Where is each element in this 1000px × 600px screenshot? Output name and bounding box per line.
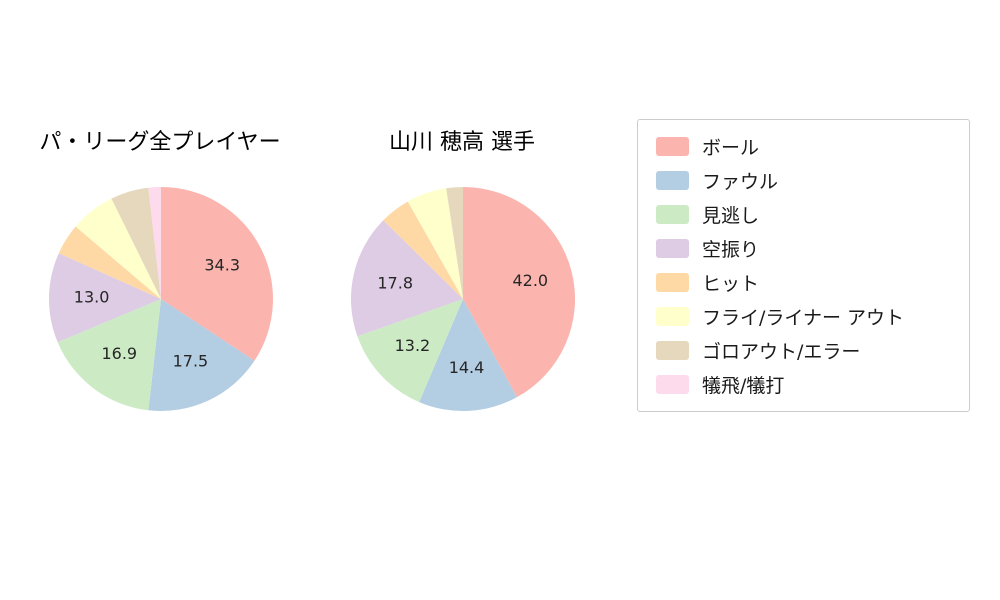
pie-slice-called-strike bbox=[357, 299, 463, 403]
legend-label-groundout-error: ゴロアウト/エラー bbox=[702, 341, 861, 363]
legend-swatch-hit bbox=[656, 273, 689, 292]
legend-label-hit: ヒット bbox=[702, 273, 760, 295]
pie-slice-value-called-strike: 13.2 bbox=[395, 336, 431, 355]
legend-swatch-foul bbox=[656, 171, 689, 190]
pie-slice-groundout-error bbox=[446, 187, 463, 299]
legend-label-swinging-strike: 空振り bbox=[702, 239, 760, 261]
pie-slice-value-swinging-strike: 17.8 bbox=[377, 273, 413, 292]
pie-chart-pa-league-players: 34.3 17.5 16.9 13.0 bbox=[48, 187, 274, 411]
legend-label-foul: ファウル bbox=[702, 171, 779, 193]
pie-slice-called-strike bbox=[57, 299, 161, 411]
pie-slice-value-ball: 34.3 bbox=[204, 256, 240, 275]
pie-slice-swinging-strike bbox=[351, 220, 463, 337]
legend-swatch-swinging-strike bbox=[656, 239, 689, 258]
pie-slice-value-swinging-strike: 13.0 bbox=[74, 288, 110, 307]
legend-item-foul: ファウル bbox=[656, 167, 951, 194]
legend-swatch-sacrifice bbox=[656, 375, 689, 394]
legend-item-sacrifice: 犠飛/犠打 bbox=[656, 371, 951, 398]
pie-chart-yamakawa-hotaka: 42.0 14.4 13.2 17.8 bbox=[351, 187, 576, 412]
pie-slice-value-called-strike: 16.9 bbox=[101, 344, 137, 363]
legend-label-called-strike: 見逃し bbox=[702, 205, 760, 227]
pie-slice-fly-liner-out bbox=[407, 188, 463, 299]
legend-item-hit: ヒット bbox=[656, 269, 951, 296]
legend: ボールファウル見逃し空振りヒットフライ/ライナー アウト ゴロアウト/エラー 犠飛/… bbox=[637, 119, 970, 412]
pie-slice-swinging-strike bbox=[48, 253, 161, 343]
pie-slice-groundout-error bbox=[111, 187, 161, 299]
pie-slice-hit bbox=[383, 201, 463, 299]
legend-item-groundout-error: ゴロアウト/エラー bbox=[656, 337, 951, 364]
legend-swatch-fly-liner-out bbox=[656, 307, 689, 326]
pie-title-pa-league-players: パ・リーグ全プレイヤー bbox=[39, 130, 281, 155]
legend-swatch-ball bbox=[656, 137, 689, 156]
pie-slice-hit bbox=[58, 226, 161, 299]
pie-slice-value-foul: 14.4 bbox=[449, 358, 485, 377]
pie-slice-fly-liner-out bbox=[75, 198, 161, 299]
legend-item-swinging-strike: 空振り bbox=[656, 235, 951, 262]
pie-slice-foul bbox=[148, 299, 255, 411]
legend-label-ball: ボール bbox=[702, 137, 760, 159]
pie-slice-value-ball: 42.0 bbox=[512, 271, 548, 290]
pie-title-yamakawa-hotaka: 山川 穂高 選手 bbox=[389, 130, 535, 155]
pie-slice-ball bbox=[161, 187, 274, 361]
legend-swatch-called-strike bbox=[656, 205, 689, 224]
legend-item-called-strike: 見逃し bbox=[656, 201, 951, 228]
legend-item-fly-liner-out: フライ/ライナー アウト bbox=[656, 303, 951, 330]
pie-slice-value-foul: 17.5 bbox=[173, 351, 209, 370]
pie-slice-foul bbox=[419, 299, 517, 412]
legend-swatch-groundout-error bbox=[656, 341, 689, 360]
legend-label-fly-liner-out: フライ/ライナー アウト bbox=[702, 307, 905, 329]
legend-label-sacrifice: 犠飛/犠打 bbox=[702, 375, 785, 397]
legend-item-ball: ボール bbox=[656, 133, 951, 160]
pie-slice-sacrifice bbox=[148, 187, 161, 299]
pie-slice-ball bbox=[463, 187, 576, 398]
